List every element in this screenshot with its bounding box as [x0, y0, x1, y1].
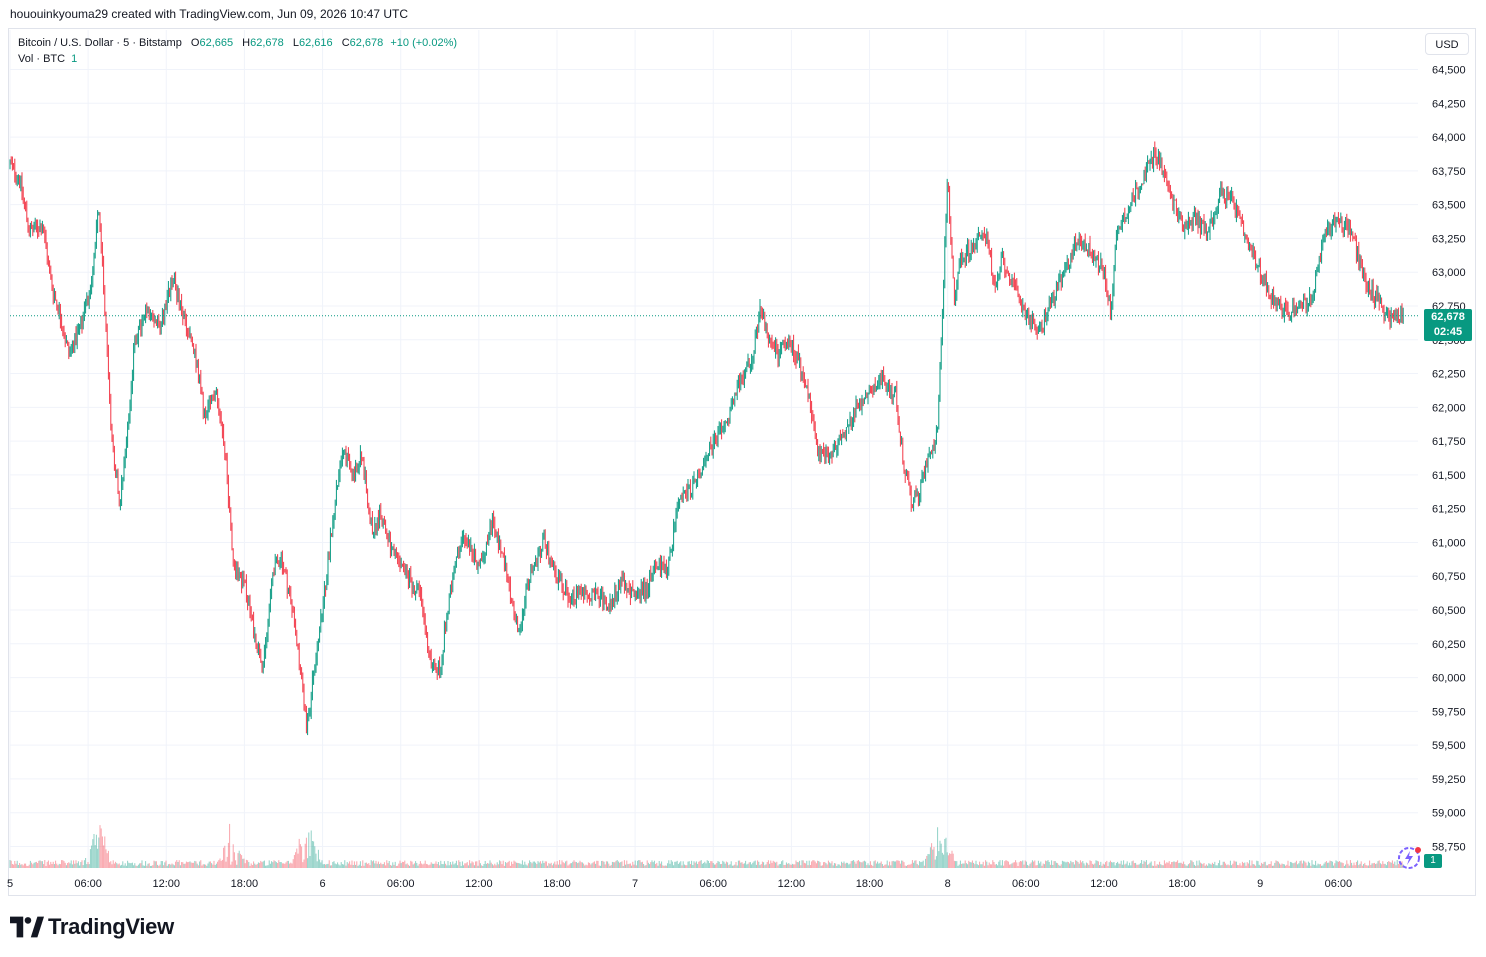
last-price-value: 62,678: [1431, 311, 1465, 323]
price-tick-label: 64,250: [1432, 98, 1466, 110]
time-tick-label: 12:00: [465, 878, 493, 890]
time-tick-label: 18:00: [543, 878, 571, 890]
price-tick-label: 62,250: [1432, 369, 1466, 381]
time-tick-label: 12:00: [778, 878, 806, 890]
time-axis: 5 06:00 12:00 18:00 6 06:00 12:00 18:00 7 06:00 12…: [7, 878, 1352, 890]
time-tick-label: 5: [7, 878, 13, 890]
time-tick-label: 06:00: [1325, 878, 1353, 890]
time-tick-label: 9: [1257, 878, 1263, 890]
volume-bars: [9, 823, 1404, 868]
low-label: L: [292, 37, 299, 49]
change-value: +10 (+0.02%): [390, 37, 458, 49]
open-value: 62,665: [199, 37, 234, 49]
brand-name: TradingView: [48, 914, 174, 939]
price-tick-label: 63,250: [1432, 233, 1466, 245]
price-tick-label: 61,750: [1432, 436, 1466, 448]
time-tick-label: 18:00: [231, 878, 259, 890]
price-axis: 58,750 59,000 59,250 59,500 59,750 60,000 60,2…: [1432, 65, 1466, 854]
price-tick-label: 63,750: [1432, 166, 1466, 178]
price-tick-label: 59,250: [1432, 774, 1466, 786]
bar-countdown: 02:45: [1433, 326, 1463, 338]
price-tick-label: 63,500: [1432, 200, 1466, 212]
symbol-name[interactable]: Bitcoin / U.S. Dollar · 5 · Bitstamp: [18, 37, 182, 49]
close-label: C: [341, 37, 350, 49]
time-tick-label: 7: [632, 878, 638, 890]
time-tick-label: 06:00: [699, 878, 727, 890]
time-tick-label: 06:00: [74, 878, 102, 890]
time-tick-label: 12:00: [153, 878, 181, 890]
high-value: 62,678: [250, 37, 284, 49]
volume-value: 1: [71, 53, 78, 65]
high-label: H: [242, 37, 251, 49]
time-tick-label: 18:00: [1168, 878, 1196, 890]
close-value: 62,678: [349, 37, 384, 49]
time-tick-label: 06:00: [1012, 878, 1040, 890]
price-tick-label: 62,000: [1432, 402, 1466, 414]
time-tick-label: 6: [319, 878, 325, 890]
time-tick-label: 8: [945, 878, 951, 890]
price-tick-label: 64,500: [1432, 65, 1466, 77]
price-tick-label: 61,500: [1432, 470, 1466, 482]
price-tick-label: 59,000: [1432, 808, 1466, 820]
price-tick-label: 63,000: [1432, 267, 1466, 279]
tradingview-logo-icon: [10, 916, 44, 938]
symbol-legend: Bitcoin / U.S. Dollar · 5 · Bitstamp O62…: [18, 35, 457, 52]
price-tick-label: 64,000: [1432, 132, 1466, 144]
price-tick-label: 59,750: [1432, 706, 1466, 718]
price-tick-label: 60,750: [1432, 571, 1466, 583]
time-tick-label: 18:00: [856, 878, 884, 890]
created-by-caption: hououinkyouma29 created with TradingView…: [10, 7, 409, 21]
price-tick-label: 60,250: [1432, 639, 1466, 651]
volume-legend: Vol · BTC 1: [18, 51, 77, 68]
price-candles: [9, 141, 1404, 736]
time-tick-label: 06:00: [387, 878, 415, 890]
price-tick-label: 60,000: [1432, 673, 1466, 685]
tradingview-logo: TradingView: [10, 914, 174, 940]
low-value: 62,616: [298, 37, 333, 49]
volume-label[interactable]: Vol · BTC: [18, 53, 66, 65]
price-tick-label: 60,500: [1432, 605, 1466, 617]
price-tick-label: 61,000: [1432, 537, 1466, 549]
chart-frame: [8, 28, 1476, 896]
currency-button[interactable]: USD: [1425, 33, 1469, 55]
volume-tag: 1: [1424, 854, 1442, 868]
price-tick-label: 61,250: [1432, 504, 1466, 516]
last-price-tag: 62,678 02:45: [1424, 309, 1472, 341]
chart-grid: [9, 30, 1418, 868]
open-label: O: [190, 37, 200, 49]
price-tick-label: 58,750: [1432, 842, 1466, 854]
time-tick-label: 12:00: [1090, 878, 1118, 890]
price-tick-label: 59,500: [1432, 740, 1466, 752]
flash-icon[interactable]: [1396, 845, 1422, 871]
